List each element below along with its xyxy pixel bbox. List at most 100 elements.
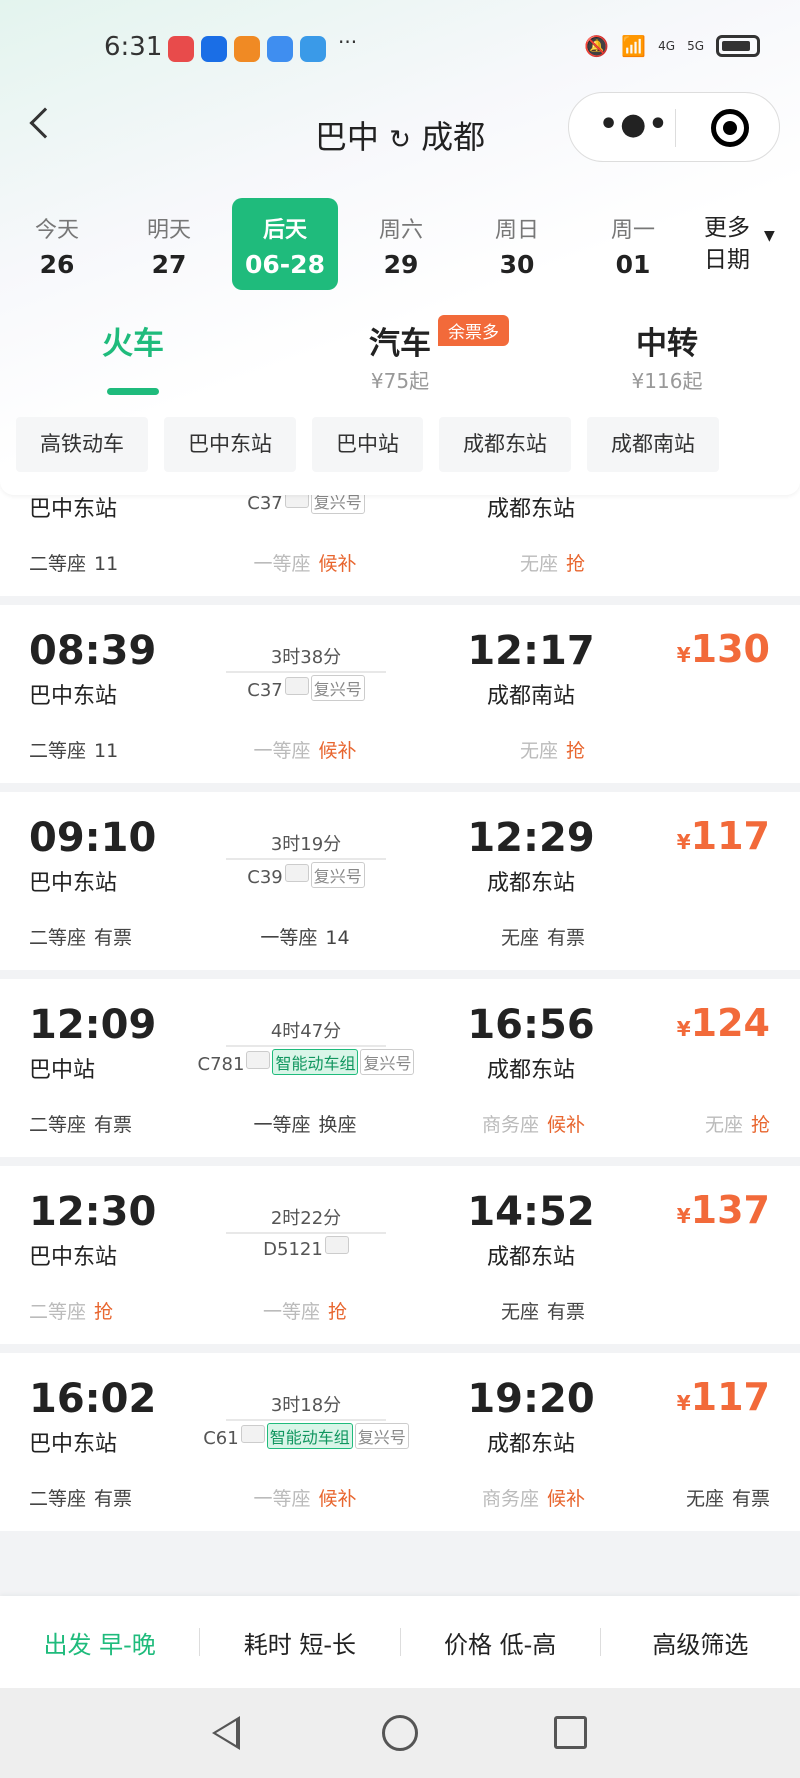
nav-back-icon[interactable]	[212, 1716, 240, 1750]
departure-station: 巴中东站	[29, 497, 118, 522]
filter-chip[interactable]: 成都南站	[587, 417, 719, 472]
tab-0[interactable]: 火车	[33, 318, 233, 395]
more-icon[interactable]: •●•	[599, 107, 670, 142]
sort-option-2[interactable]: 价格 低-高	[443, 1630, 557, 1659]
price: ¥137	[677, 1188, 770, 1232]
filter-divider	[399, 1628, 401, 1656]
price-value: 117	[690, 1375, 770, 1419]
seat-status: 抢	[94, 1301, 114, 1323]
seat-class: 商务座	[481, 1114, 539, 1136]
date-1[interactable]: 明天 27	[116, 198, 222, 290]
departure-station: 巴中东站	[29, 684, 118, 709]
price: ¥117	[677, 1375, 770, 1419]
date-5[interactable]: 周一 01	[580, 198, 686, 290]
sort-option-3[interactable]: 高级筛选	[652, 1630, 749, 1659]
departure-time: 12:30	[29, 1189, 157, 1235]
seat-availability: 二等座 有票	[29, 1110, 132, 1137]
seat-status: 11	[94, 740, 119, 762]
duration: 3时18分	[226, 1391, 386, 1421]
notification-app-icons	[168, 36, 326, 62]
seat-status: 候补	[318, 1488, 357, 1510]
app-notification-icon	[168, 36, 194, 62]
seat-availability: 二等座 有票	[29, 923, 132, 950]
seat-status: 有票	[546, 1301, 585, 1323]
date-weekday: 周日	[494, 218, 539, 243]
departure-station: 巴中站	[29, 1058, 96, 1083]
train-row[interactable]: 12:30 巴中东站 2时22分 D5121 14:52 成都东站 ¥137 二等座抢一等座抢…	[0, 1166, 800, 1344]
seat-status: 有票	[546, 927, 585, 949]
arrival-time: 12:29	[467, 815, 595, 861]
arrival-station: 成都东站	[486, 497, 575, 522]
train-type-tag: 复兴号	[310, 862, 365, 888]
destination-city: 成都	[421, 118, 486, 156]
sort-option-1[interactable]: 耗时 短-长	[243, 1630, 357, 1659]
seat-status: 有票	[94, 927, 133, 949]
departure-time: 09:10	[29, 815, 157, 861]
seat-class: 无座	[519, 740, 558, 762]
signal-5g-icon: 5G	[687, 39, 704, 53]
date-day: 29	[383, 250, 419, 279]
seat-class: 二等座	[29, 1488, 87, 1510]
train-type-tag: 复兴号	[354, 1423, 409, 1449]
tab-label: 火车	[102, 326, 164, 362]
seat-class: 二等座	[29, 1114, 87, 1136]
filter-chip[interactable]: 成都东站	[439, 417, 571, 472]
departure-station: 巴中东站	[29, 1245, 118, 1270]
date-day: 30	[499, 250, 535, 279]
tab-label: 中转	[636, 326, 698, 362]
tab-min-price: ¥75起	[370, 369, 430, 393]
filter-chip[interactable]: 巴中东站	[164, 417, 296, 472]
duration: 2时22分	[226, 1204, 386, 1234]
swap-icon[interactable]: ↻	[389, 125, 411, 155]
departure-time: 08:39	[29, 628, 157, 674]
seat-class: 无座	[685, 1488, 724, 1510]
duration: 3时19分	[226, 830, 386, 860]
status-bar: 6:31 ··· 🔕 📶 4G 5G	[0, 30, 800, 66]
train-row[interactable]: 08:39 巴中东站 3时38分 C37 复兴号 12:17 成都南站 ¥130 二等座 11 一等…	[0, 605, 800, 783]
arrival-station: 成都东站	[486, 871, 575, 896]
app-notification-icon	[234, 36, 260, 62]
id-card-icon	[284, 677, 309, 695]
arrival-time: 19:20	[467, 1376, 595, 1422]
departure-time: 12:09	[29, 1002, 157, 1048]
date-2[interactable]: 后天 06-28	[232, 198, 338, 290]
seat-status: 抢	[750, 1114, 770, 1136]
date-0[interactable]: 今天 26	[4, 198, 110, 290]
price-value: 130	[690, 627, 770, 671]
currency-symbol: ¥	[676, 1204, 691, 1228]
date-4[interactable]: 周日 30	[464, 198, 570, 290]
more-dates-button[interactable]: 更多 日期 ▼	[704, 212, 775, 276]
date-weekday: 今天	[34, 218, 79, 243]
seat-status: 有票	[94, 1488, 133, 1510]
train-row[interactable]: 12:09 巴中站 4时47分 C781 智能动车组 复兴号 16:56 成都东站 ¥124 二等…	[0, 979, 800, 1157]
train-row[interactable]: 09:10 巴中东站 3时19分 C39 复兴号 12:29 成都东站 ¥117 二等座 有票 一等…	[0, 792, 800, 970]
close-miniprogram-icon[interactable]	[711, 109, 749, 147]
date-weekday: 后天	[262, 218, 307, 243]
date-selector: 更多 日期 ▼ 今天 26 明天 27 后天 06-28 周六 29 周日 30 周一 01	[0, 198, 800, 290]
arrival-time: 14:52	[467, 1189, 595, 1235]
arrival-time: 16:56	[467, 1002, 595, 1048]
seat-availability: 无座 有票	[501, 923, 585, 950]
price: ¥117	[677, 814, 770, 858]
seat-class: 二等座	[29, 740, 87, 762]
seat-class: 一等座	[253, 740, 311, 762]
tab-2[interactable]: 中转 ¥116起	[567, 318, 767, 394]
system-nav-bar	[0, 1688, 800, 1778]
train-row[interactable]: 16:02 巴中东站 3时18分 C61 智能动车组 复兴号 19:20 成都东站 ¥117 二等…	[0, 1353, 800, 1531]
nav-home-icon[interactable]	[382, 1715, 418, 1751]
seat-class: 一等座	[253, 1114, 311, 1136]
filter-chip[interactable]: 巴中站	[312, 417, 423, 472]
nav-recents-icon[interactable]	[554, 1716, 587, 1749]
seat-class: 无座	[704, 1114, 743, 1136]
train-info: C37 复兴号	[106, 675, 506, 701]
arrival-station: 成都东站	[486, 1058, 575, 1083]
train-info: C39 复兴号	[106, 862, 506, 888]
sort-option-0[interactable]: 出发 早-晚	[43, 1630, 156, 1659]
seat-availability: 无座 有票	[501, 1297, 585, 1324]
tab-1[interactable]: 汽车 ¥75起	[300, 318, 500, 394]
date-weekday: 明天	[146, 218, 191, 243]
filter-chip[interactable]: 高铁动车	[16, 417, 148, 472]
tab-label: 汽车	[369, 326, 431, 362]
seat-status: 候补	[546, 1114, 585, 1136]
date-3[interactable]: 周六 29	[348, 198, 454, 290]
